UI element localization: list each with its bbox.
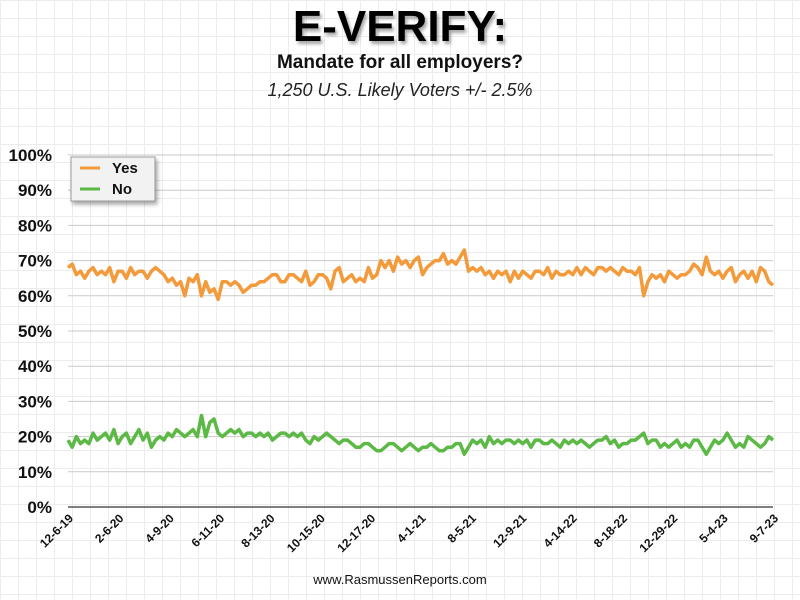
x-tick-label: 10-15-20: [284, 511, 328, 555]
x-tick-label: 12-29-22: [637, 511, 681, 555]
y-tick-label: 20%: [18, 428, 52, 447]
x-tick-label: 8-13-20: [238, 511, 277, 550]
series-line-yes: [66, 248, 775, 302]
y-tick-label: 90%: [18, 181, 52, 200]
y-tick-label: 30%: [18, 392, 52, 411]
y-tick-label: 100%: [9, 146, 52, 165]
x-axis-ticks: 12-6-19 2-6-20 4-9-20 6-11-20 8-13-20 10-15-2…: [37, 511, 781, 555]
x-tick-label: 12-17-20: [334, 511, 378, 555]
x-tick-label: 2-6-20: [92, 511, 127, 546]
x-tick-label: 6-11-20: [189, 511, 228, 550]
x-tick-label: 8-18-22: [591, 511, 630, 550]
y-tick-label: 50%: [18, 322, 52, 341]
source-footer: www.RasmussenReports.com: [313, 572, 487, 587]
series-line-no: [66, 413, 775, 456]
chart-title: E-VERIFY:: [292, 2, 508, 51]
y-tick-label: 40%: [18, 357, 52, 376]
series-lines: [66, 248, 775, 456]
x-tick-label: 12-9-21: [490, 511, 529, 550]
x-tick-label: 4-14-22: [541, 511, 580, 550]
legend: Yes No: [70, 156, 156, 202]
gridlines: [68, 154, 773, 508]
sample-note: 1,250 U.S. Likely Voters +/- 2.5%: [267, 80, 533, 100]
y-tick-label: 10%: [18, 463, 52, 482]
y-axis-ticks: 0% 10% 20% 30% 40% 50% 60% 70% 80% 90% 100%: [9, 146, 52, 517]
x-tick-label: 5-4-23: [696, 511, 731, 546]
x-tick-label: 4-9-20: [142, 511, 177, 546]
x-tick-label: 9-7-23: [747, 511, 782, 546]
legend-yes-label: Yes: [112, 160, 138, 177]
legend-no-label: No: [112, 181, 132, 198]
legend-box: [70, 156, 156, 202]
y-tick-label: 60%: [18, 287, 52, 306]
y-tick-label: 70%: [18, 252, 52, 271]
chart-subtitle: Mandate for all employers?: [276, 52, 523, 73]
y-tick-label: 80%: [18, 216, 52, 235]
x-tick-label: 8-5-21: [445, 511, 480, 546]
x-tick-label: 4-1-21: [394, 511, 429, 546]
y-tick-label: 0%: [27, 498, 52, 517]
